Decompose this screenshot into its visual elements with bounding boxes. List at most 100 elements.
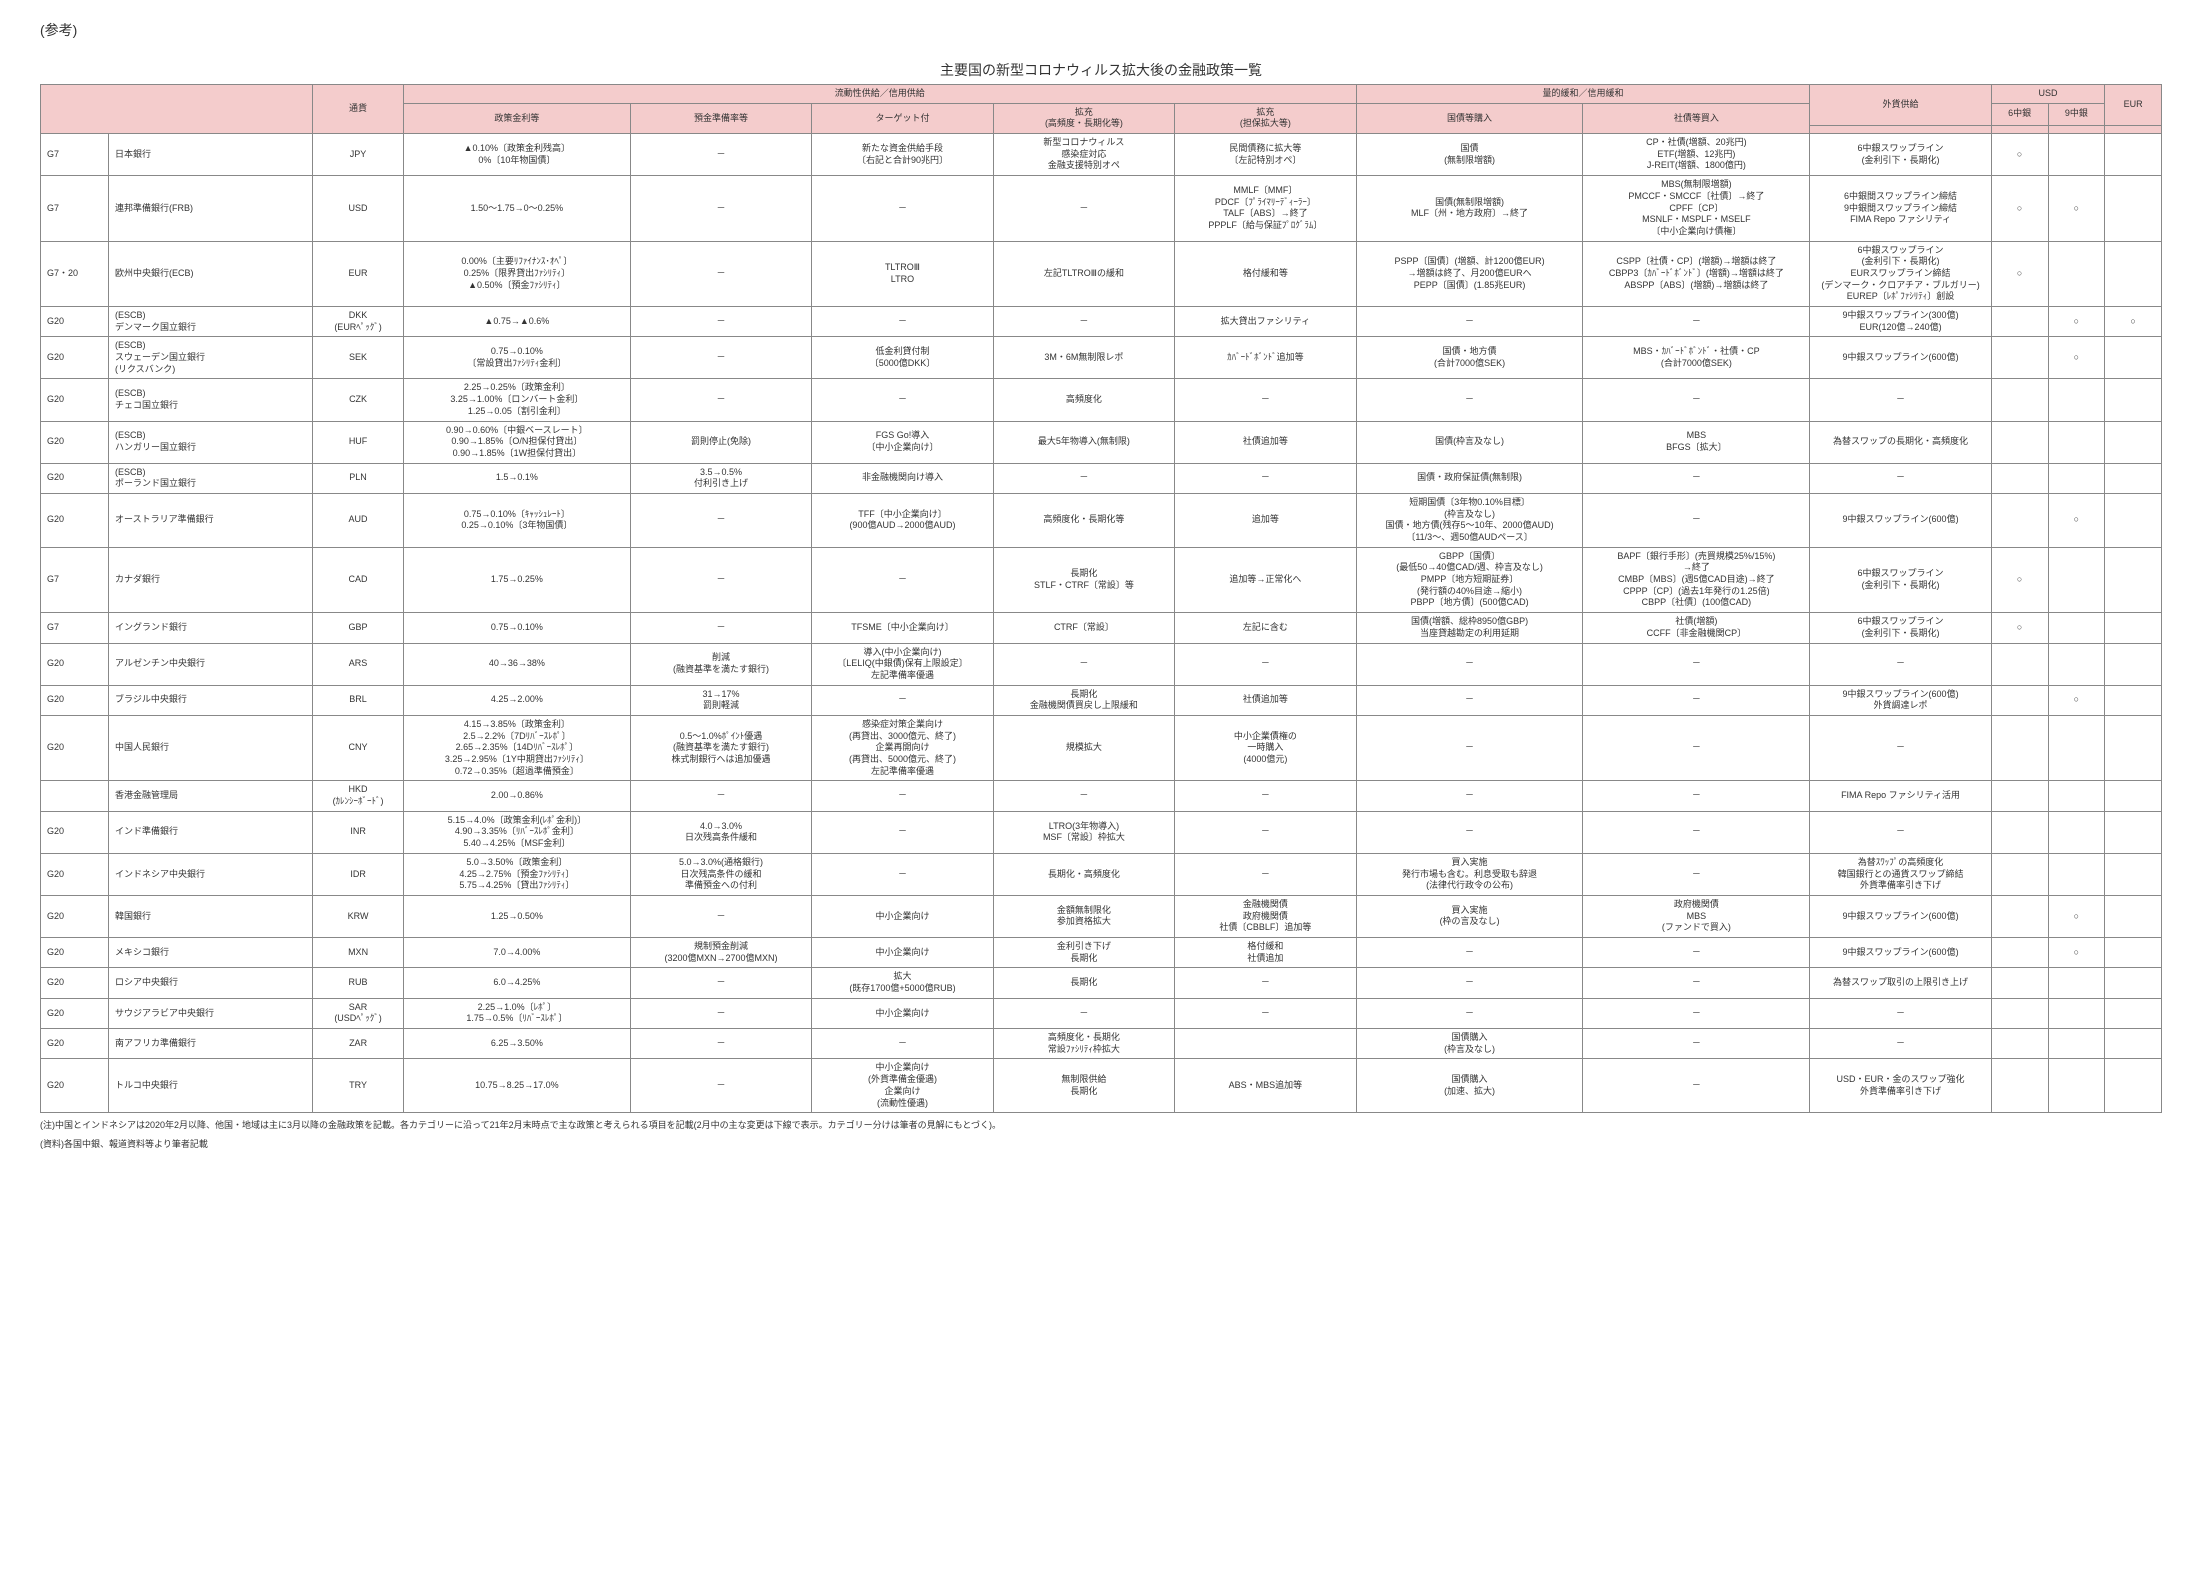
cell: 2.25→0.25%〔政策金利〕3.25→1.00%〔ロンバート金利〕1.25→… (403, 379, 630, 421)
table-row: G20(ESCB)スウェーデン国立銀行(リクスバンク)SEK0.75→0.10%… (41, 337, 2162, 379)
cell: － (1810, 1029, 1991, 1059)
cell: DKK(EURﾍﾟｯｸﾞ) (313, 307, 404, 337)
cell: CZK (313, 379, 404, 421)
cell: － (1583, 643, 1810, 685)
cell: 左記TLTROⅢの緩和 (993, 241, 1174, 306)
cell: 導入(中小企業向け)〔LELIQ(中銀債)保有上限設定〕左記準備率優遇 (812, 643, 993, 685)
cell (1991, 998, 2048, 1028)
cell: ｶﾊﾞｰﾄﾞﾎﾞﾝﾄﾞ追加等 (1175, 337, 1356, 379)
hdr-usd9: 9中銀 (2048, 103, 2105, 125)
cell: － (1356, 307, 1583, 337)
cell (2048, 463, 2105, 493)
cell (2048, 379, 2105, 421)
cell: ブラジル中央銀行 (109, 685, 313, 715)
cell: 9中銀スワップライン(600億)外貨調達レポ (1810, 685, 1991, 715)
cell: BAPF〔銀行手形〕(売買規模25%/15%)→終了CMBP〔MBS〕(週5億C… (1583, 547, 1810, 612)
cell: 1.5→0.1% (403, 463, 630, 493)
cell: － (1356, 643, 1583, 685)
cell (2048, 853, 2105, 895)
cell (2105, 613, 2162, 643)
cell: 中小企業向け (812, 937, 993, 967)
cell: ○ (1991, 241, 2048, 306)
cell: AUD (313, 493, 404, 547)
cell: 0.5～1.0%ﾎﾟｲﾝﾄ優遇(融資基準を満たす銀行)株式制銀行へは追加優遇 (630, 715, 811, 780)
cell: 国債・地方債(合計7000億SEK) (1356, 337, 1583, 379)
table-row: G20サウジアラビア中央銀行SAR(USDﾍﾟｯｸﾞ)2.25→1.0%〔ﾚﾎﾟ… (41, 998, 2162, 1028)
cell: 為替スワップ取引の上限引き上げ (1810, 968, 1991, 998)
cell (2105, 998, 2162, 1028)
cell: － (812, 176, 993, 241)
cell: 1.50～1.75→0～0.25% (403, 176, 630, 241)
cell (1175, 1029, 1356, 1059)
cell: (ESCB)スウェーデン国立銀行(リクスバンク) (109, 337, 313, 379)
cell: ○ (2048, 307, 2105, 337)
cell: TFF〔中小企業向け〕(900億AUD→2000億AUD) (812, 493, 993, 547)
cell: 6.0→4.25% (403, 968, 630, 998)
cell: FGS Go!導入〔中小企業向け〕 (812, 421, 993, 463)
table-row: 香港金融管理局HKD(ｶﾚﾝｼｰﾎﾞｰﾄﾞ)2.00→0.86%－－－－－－FI… (41, 781, 2162, 811)
cell: － (630, 337, 811, 379)
cell: BRL (313, 685, 404, 715)
cell (2105, 781, 2162, 811)
hdr-liquidity: 流動性供給／信用供給 (403, 85, 1356, 104)
cell: － (1356, 937, 1583, 967)
cell (2105, 937, 2162, 967)
cell: 0.90→0.60%〔中銀ベースレート〕0.90→1.85%〔O/N担保付貸出〕… (403, 421, 630, 463)
cell (1991, 1029, 2048, 1059)
table-row: G7連邦準備銀行(FRB)USD1.50～1.75→0～0.25%－－－MMLF… (41, 176, 2162, 241)
cell: (ESCB)デンマーク国立銀行 (109, 307, 313, 337)
cell: － (993, 998, 1174, 1028)
cell: ○ (2048, 937, 2105, 967)
cell: － (1175, 781, 1356, 811)
cell: 連邦準備銀行(FRB) (109, 176, 313, 241)
hdr-blank (41, 85, 313, 134)
footnote-1: (注)中国とインドネシアは2020年2月以降、他国・地域は主に3月以降の金融政策… (40, 1119, 2162, 1132)
cell: (ESCB)チェコ国立銀行 (109, 379, 313, 421)
cell: 格付緩和等 (1175, 241, 1356, 306)
hdr-ext1: 拡充(高頻度・長期化等) (993, 103, 1174, 133)
cell: G20 (41, 715, 109, 780)
cell: 香港金融管理局 (109, 781, 313, 811)
cell: － (1583, 463, 1810, 493)
cell: － (1810, 715, 1991, 780)
cell: － (1583, 307, 1810, 337)
hdr-corp: 社債等買入 (1583, 103, 1810, 133)
cell: ARS (313, 643, 404, 685)
footnote-2: (資料)各国中銀、報道資料等より筆者記載 (40, 1138, 2162, 1151)
table-row: G20メキシコ銀行MXN7.0→4.00%規制預金削減(3200億MXN→270… (41, 937, 2162, 967)
cell: CP・社債(増額、20兆円)ETF(増額、12兆円)J-REIT(増額、1800… (1583, 134, 1810, 176)
cell: G7 (41, 613, 109, 643)
cell: G20 (41, 895, 109, 937)
cell: － (812, 379, 993, 421)
cell: － (812, 307, 993, 337)
cell: － (1583, 379, 1810, 421)
cell: － (630, 1059, 811, 1113)
cell: SEK (313, 337, 404, 379)
cell: 9中銀スワップライン(600億) (1810, 895, 1991, 937)
cell: － (993, 463, 1174, 493)
cell: ○ (2048, 337, 2105, 379)
cell: 民間債務に拡大等〔左記特別オペ〕 (1175, 134, 1356, 176)
cell: ABS・MBS追加等 (1175, 1059, 1356, 1113)
hdr-gov: 国債等購入 (1356, 103, 1583, 133)
cell (2105, 241, 2162, 306)
cell: 6中銀スワップライン(金利引下・長期化) (1810, 547, 1991, 612)
cell: HUF (313, 421, 404, 463)
cell: G20 (41, 853, 109, 895)
cell: － (1175, 463, 1356, 493)
table-row: G7日本銀行JPY▲0.10%〔政策金利残高〕0%〔10年物国債〕－新たな資金供… (41, 134, 2162, 176)
cell: 日本銀行 (109, 134, 313, 176)
cell (2048, 613, 2105, 643)
cell: 9中銀スワップライン(300億)EUR(120億→240億) (1810, 307, 1991, 337)
cell: G20 (41, 1059, 109, 1113)
cell: 感染症対策企業向け(再貸出、3000億元、終了)企業再開向け(再貸出、5000億… (812, 715, 993, 780)
cell: SAR(USDﾍﾟｯｸﾞ) (313, 998, 404, 1028)
cell: 拡大貸出ファシリティ (1175, 307, 1356, 337)
table-row: G20中国人民銀行CNY4.15→3.85%〔政策金利〕2.5→2.2%〔7Dﾘ… (41, 715, 2162, 780)
cell: － (1356, 968, 1583, 998)
cell (41, 781, 109, 811)
cell: 0.75→0.10%〔常設貸出ﾌｧｼﾘﾃｨ金利〕 (403, 337, 630, 379)
table-row: G7イングランド銀行GBP0.75→0.10%－TFSME〔中小企業向け〕CTR… (41, 613, 2162, 643)
cell: ZAR (313, 1029, 404, 1059)
cell: － (1175, 643, 1356, 685)
